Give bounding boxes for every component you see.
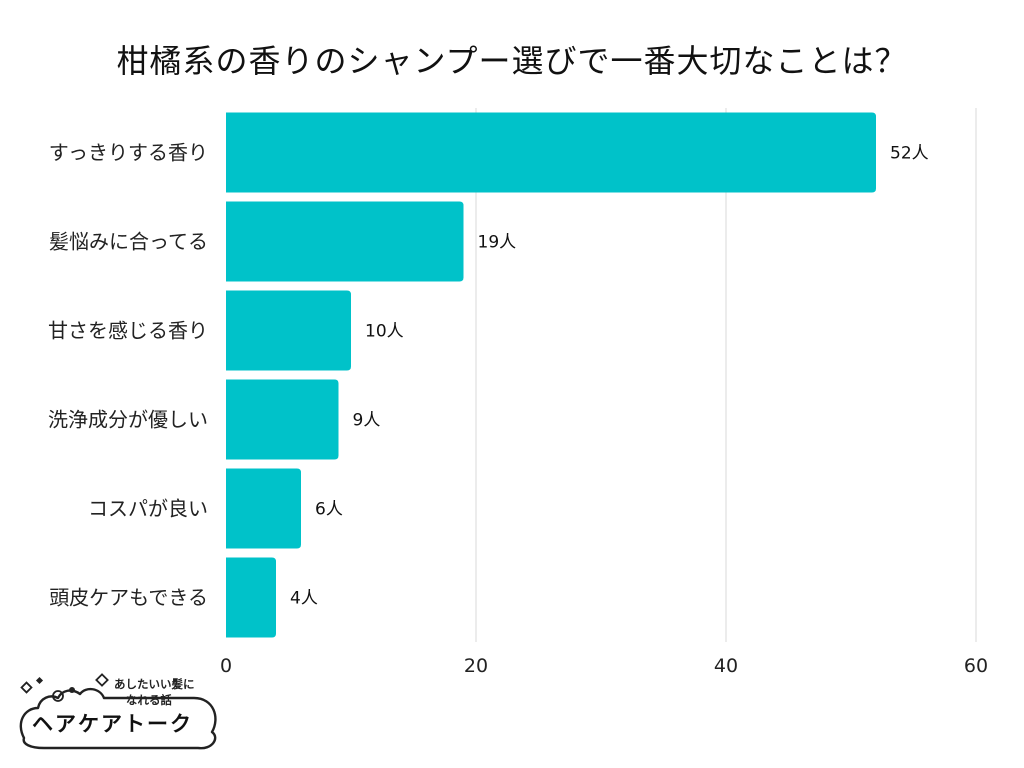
bar xyxy=(226,379,339,460)
category-label: すっきりする香り xyxy=(49,141,208,165)
bar xyxy=(226,290,351,371)
brand-logo: あしたいい髪に なれる話 ヘアケアトーク xyxy=(14,668,226,760)
data-label: 9人 xyxy=(353,411,381,431)
bar xyxy=(226,468,301,549)
bar xyxy=(226,201,464,282)
cloud-logo-icon xyxy=(19,673,217,750)
data-label: 19人 xyxy=(478,233,517,253)
logo-name: ヘアケアトーク xyxy=(32,712,193,736)
data-label: 4人 xyxy=(290,589,318,609)
chart-title: 柑橘系の香りのシャンプー選びで一番大切なことは？ xyxy=(116,42,908,80)
bar xyxy=(226,112,876,193)
x-tick-label: 20 xyxy=(464,655,488,677)
data-label: 52人 xyxy=(890,144,929,164)
x-tick-label: 0 xyxy=(220,655,232,677)
category-label: 髪悩みに合ってる xyxy=(49,230,208,254)
logo-tagline-line2: なれる話 xyxy=(126,693,172,707)
logo-tagline-line1: あしたいい髪に xyxy=(114,677,195,691)
category-label: 洗浄成分が優しい xyxy=(48,408,208,432)
x-tick-label: 40 xyxy=(714,655,738,677)
bar xyxy=(226,557,276,638)
data-label: 6人 xyxy=(315,500,343,520)
category-label: コスパが良い xyxy=(88,497,208,521)
category-label: 甘さを感じる香り xyxy=(48,319,208,343)
x-tick-label: 60 xyxy=(964,655,988,677)
category-label: 頭皮ケアもできる xyxy=(49,586,208,610)
data-label: 10人 xyxy=(365,322,404,342)
